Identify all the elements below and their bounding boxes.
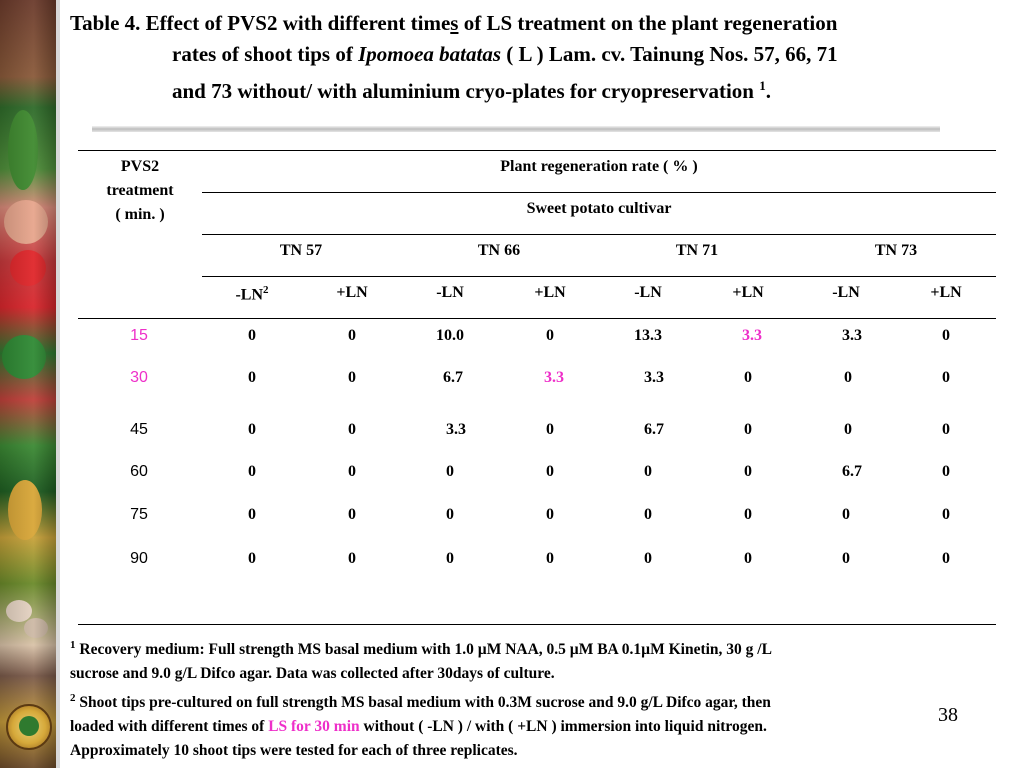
table-cell: 0 bbox=[942, 506, 950, 523]
table-cell: 0 bbox=[842, 506, 850, 523]
table-cell: 0 bbox=[248, 369, 256, 386]
footnote-1-line-1: 1 Recovery medium: Full strength MS basa… bbox=[70, 639, 772, 659]
main-header: Plant regeneration rate ( % ) bbox=[500, 158, 698, 175]
table-cell: 0 bbox=[546, 506, 554, 523]
table-cell: 0 bbox=[546, 550, 554, 567]
title-line-3: and 73 without/ with aluminium cryo-plat… bbox=[172, 78, 771, 103]
ln-header: -LN2 bbox=[235, 284, 269, 304]
table-top-rule bbox=[78, 150, 996, 152]
row-time-75: 75 bbox=[130, 506, 148, 523]
footnote-2-line-1: 2 Shoot tips pre-cultured on full streng… bbox=[70, 692, 771, 712]
table-rule-2 bbox=[202, 192, 996, 194]
slide-number: 38 bbox=[938, 704, 958, 726]
title-divider-bar bbox=[92, 126, 940, 132]
table-cell: 0 bbox=[744, 550, 752, 567]
footnote-2-line-2: loaded with different times of LS for 30… bbox=[70, 718, 767, 736]
table-cell: 0 bbox=[446, 506, 454, 523]
table-cell: 0 bbox=[842, 550, 850, 567]
row-time-30: 30 bbox=[130, 369, 148, 386]
table-cell: 0 bbox=[348, 369, 356, 386]
table-cell: 6.7 bbox=[644, 421, 664, 438]
table-cell: 0 bbox=[348, 550, 356, 567]
footnote-2-line-3: Approximately 10 shoot tips were tested … bbox=[70, 742, 518, 760]
table-cell: 0 bbox=[942, 369, 950, 386]
footnotes: 1 Recovery medium: Full strength MS basa… bbox=[70, 633, 1000, 763]
table-cell: 0 bbox=[942, 550, 950, 567]
ln-header: -LN bbox=[634, 284, 662, 301]
table-cell: 3.3 bbox=[644, 369, 664, 386]
table-cell: 3.3 bbox=[446, 421, 466, 438]
table-cell-highlight: 3.3 bbox=[742, 327, 762, 344]
row-time-90: 90 bbox=[130, 550, 148, 567]
cultivar-tn66: TN 66 bbox=[477, 242, 521, 259]
footnote-1-line-2: sucrose and 9.0 g/L Difco agar. Data was… bbox=[70, 665, 555, 683]
table-cell: 0 bbox=[644, 506, 652, 523]
table-cell: 0 bbox=[744, 369, 752, 386]
table-cell: 0 bbox=[546, 327, 554, 344]
table-cell: 0 bbox=[348, 506, 356, 523]
cultivar-tn57: TN 57 bbox=[279, 242, 323, 259]
table-cell: 0 bbox=[446, 463, 454, 480]
table-cell: 0 bbox=[942, 421, 950, 438]
row-time-15: 15 bbox=[130, 327, 148, 344]
table-cell: 3.3 bbox=[842, 327, 862, 344]
title-line-1: Table 4. Effect of PVS2 with different t… bbox=[70, 11, 838, 35]
ln-header: +LN bbox=[336, 284, 368, 301]
row-time-45: 45 bbox=[130, 421, 148, 438]
table-cell: 0 bbox=[744, 506, 752, 523]
row-header-line-2: treatment bbox=[106, 182, 174, 199]
table-cell: 0 bbox=[348, 421, 356, 438]
table-cell: 0 bbox=[644, 463, 652, 480]
ln-header: +LN bbox=[534, 284, 566, 301]
table-cell: 0 bbox=[248, 506, 256, 523]
ln-header: +LN bbox=[732, 284, 764, 301]
table-cell: 0 bbox=[942, 463, 950, 480]
table-cell: 0 bbox=[348, 327, 356, 344]
ln-header: -LN bbox=[436, 284, 464, 301]
table-cell: 10.0 bbox=[436, 327, 464, 344]
table-bottom-rule bbox=[78, 624, 996, 626]
table-cell: 0 bbox=[844, 421, 852, 438]
table-cell: 0 bbox=[248, 327, 256, 344]
sub-header: Sweet potato cultivar bbox=[526, 200, 672, 217]
table-cell: 0 bbox=[348, 463, 356, 480]
strip-edge bbox=[56, 0, 60, 768]
table-cell: 0 bbox=[546, 421, 554, 438]
table-cell: 0 bbox=[248, 550, 256, 567]
table-title: Table 4. Effect of PVS2 with different t… bbox=[70, 8, 1015, 107]
table-cell: 0 bbox=[446, 550, 454, 567]
cultivar-tn73: TN 73 bbox=[874, 242, 918, 259]
cultivar-tn71: TN 71 bbox=[675, 242, 719, 259]
ln-header: +LN bbox=[930, 284, 962, 301]
table-cell: 13.3 bbox=[634, 327, 662, 344]
table-rule-4 bbox=[202, 276, 996, 278]
table-cell: 0 bbox=[744, 463, 752, 480]
row-header-line-1: PVS2 bbox=[120, 158, 160, 175]
table-cell: 0 bbox=[844, 369, 852, 386]
row-header-line-3: ( min. ) bbox=[115, 206, 165, 223]
ln-header: -LN bbox=[832, 284, 860, 301]
row-time-60: 60 bbox=[130, 463, 148, 480]
institute-logo-icon bbox=[6, 704, 52, 750]
table-cell: 6.7 bbox=[842, 463, 862, 480]
table-rule-3 bbox=[202, 234, 996, 236]
table-cell: 6.7 bbox=[443, 369, 463, 386]
table-cell-highlight: 3.3 bbox=[544, 369, 564, 386]
table-cell: 0 bbox=[942, 327, 950, 344]
table-cell: 0 bbox=[546, 463, 554, 480]
strip-shading bbox=[0, 0, 56, 768]
title-line-2: rates of shoot tips of Ipomoea batatas (… bbox=[172, 42, 838, 66]
table-cell: 0 bbox=[248, 421, 256, 438]
table-cell: 0 bbox=[248, 463, 256, 480]
table-header-bottom-rule bbox=[78, 318, 996, 320]
table-cell: 0 bbox=[744, 421, 752, 438]
table-cell: 0 bbox=[644, 550, 652, 567]
decorative-plant-strip bbox=[0, 0, 56, 768]
